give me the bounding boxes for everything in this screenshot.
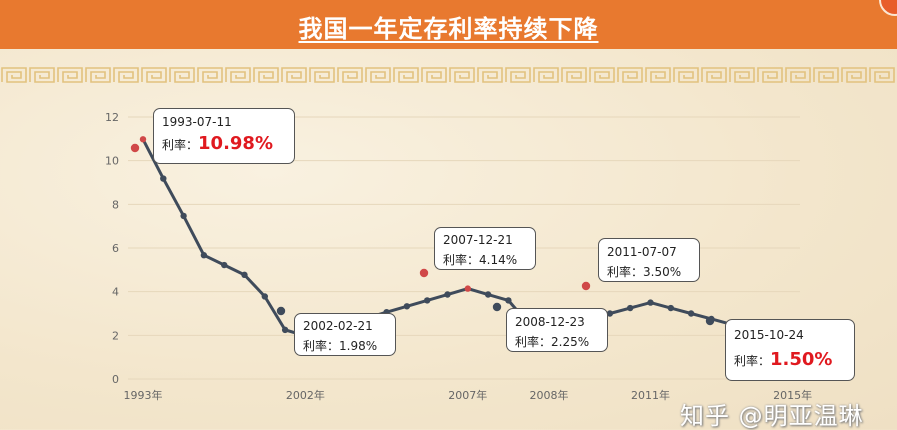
annotation-label: 利率： [303, 339, 340, 353]
annotation-value: 1.98% [339, 339, 378, 353]
x-tick-label: 2015年 [773, 388, 812, 402]
pattern-unit [393, 67, 419, 83]
watermark: 知乎 @明亚温琳 [680, 402, 864, 430]
x-tick-label: 2007年 [448, 388, 487, 402]
data-point [261, 293, 268, 300]
pattern-unit [169, 67, 195, 83]
y-tick-label: 2 [112, 329, 119, 342]
y-tick-label: 8 [112, 198, 119, 211]
annotation-2011: 2011-07-07 利率：3.50% [598, 238, 700, 282]
pattern-unit [813, 67, 839, 83]
series-line [141, 138, 814, 348]
annotation-value: 1.50% [770, 349, 833, 370]
data-point [180, 212, 187, 220]
data-point [627, 304, 634, 312]
annotation-2008: 2008-12-23 利率：2.25% [506, 308, 608, 352]
annotation-date: 2002-02-21 [303, 319, 373, 333]
marker-dot [276, 306, 286, 316]
pattern-unit [449, 67, 475, 83]
pattern-unit [57, 67, 83, 83]
annotation-value: 4.14% [479, 253, 518, 267]
pattern-unit [477, 67, 503, 83]
pattern-unit [589, 67, 615, 83]
pattern-unit [113, 67, 139, 83]
pattern-unit [869, 67, 895, 83]
pattern-unit [197, 67, 223, 83]
pattern-unit [561, 67, 587, 83]
pattern-unit [365, 67, 391, 83]
pattern-unit [505, 67, 531, 83]
annotation-label: 利率： [162, 138, 199, 152]
annotation-2007: 2007-12-21 利率：4.14% [434, 227, 536, 270]
marker-dot [419, 268, 429, 278]
annotation-2015: 2015-10-24 利率：1.50% [725, 319, 855, 381]
data-point [505, 297, 512, 304]
data-point [464, 285, 471, 292]
data-point [667, 304, 674, 312]
pattern-unit [225, 67, 251, 83]
data-point [281, 326, 289, 334]
marker-dot [492, 302, 502, 312]
pattern-unit [785, 67, 811, 83]
pattern-unit [841, 67, 867, 83]
y-tick-label: 6 [112, 242, 119, 255]
annotation-label: 利率： [734, 354, 771, 368]
y-tick-label: 4 [112, 286, 119, 299]
pattern-unit [757, 67, 783, 83]
annotation-date: 2007-12-21 [443, 233, 513, 247]
data-point [160, 175, 167, 182]
pattern-unit [85, 67, 111, 83]
pattern-unit [645, 67, 671, 83]
pattern-unit [141, 67, 167, 83]
annotation-date: 2011-07-07 [607, 245, 677, 259]
data-point [444, 291, 451, 298]
x-tick-label: 1993年 [124, 388, 163, 402]
data-point [241, 271, 248, 279]
data-point [200, 252, 208, 259]
annotation-2002: 2002-02-21 利率：1.98% [294, 313, 396, 356]
x-tick-label: 2002年 [286, 388, 325, 402]
y-tick-label: 12 [105, 111, 119, 124]
annotation-date: 1993-07-11 [162, 115, 232, 129]
pattern-unit [281, 67, 307, 83]
pattern-unit [673, 67, 699, 83]
pattern-unit [253, 67, 279, 83]
pattern-unit [533, 67, 559, 83]
y-tick-label: 10 [105, 155, 119, 168]
annotation-value: 10.98% [198, 133, 273, 154]
page-title: 我国一年定存利率持续下降 [298, 15, 599, 43]
annotation-label: 利率： [607, 265, 644, 279]
data-point [606, 310, 614, 317]
annotation-date: 2008-12-23 [515, 315, 585, 329]
pattern-unit [701, 67, 727, 83]
annotation-value: 2.25% [551, 335, 590, 349]
data-point [403, 303, 411, 310]
data-point [687, 310, 695, 317]
annotation-date: 2015-10-24 [734, 328, 804, 342]
y-tick-label: 0 [112, 373, 119, 386]
annotation-label: 利率： [443, 253, 480, 267]
greek-key-border [1, 67, 895, 83]
pattern-unit [29, 67, 55, 83]
x-tick-label: 2008年 [530, 388, 569, 402]
x-tick-label: 2011年 [631, 388, 670, 402]
annotation-label: 利率： [515, 335, 552, 349]
marker-dot [130, 143, 140, 153]
marker-dot [705, 316, 715, 326]
pattern-unit [421, 67, 447, 83]
pattern-unit [729, 67, 755, 83]
pattern-unit [1, 67, 27, 83]
pattern-unit [337, 67, 363, 83]
data-point [221, 261, 228, 269]
data-point [424, 297, 431, 304]
pattern-unit [309, 67, 335, 83]
data-point [647, 299, 654, 306]
annotation-value: 3.50% [643, 265, 682, 279]
marker-dot [581, 281, 591, 291]
pattern-unit [617, 67, 643, 83]
title-banner [0, 0, 897, 49]
data-point [139, 136, 147, 143]
annotation-1993: 1993-07-11 利率：10.98% [153, 108, 295, 164]
data-point [484, 291, 492, 298]
